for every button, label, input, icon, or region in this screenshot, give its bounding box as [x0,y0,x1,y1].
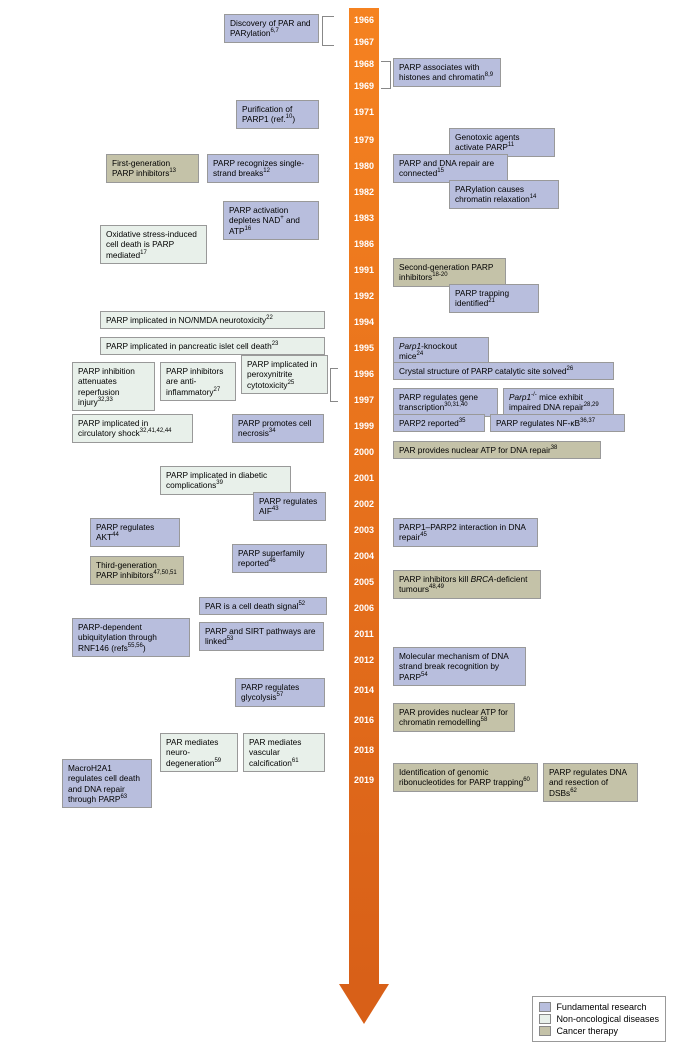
year-1997: 1997 [349,395,379,405]
year-1979: 1979 [349,135,379,145]
year-2014: 2014 [349,685,379,695]
event-box: PARP-dependent ubiquitylation through RN… [72,618,190,657]
event-box: PARP promotes cell necrosis34 [232,414,324,443]
event-box: Oxidative stress-induced cell death is P… [100,225,207,264]
bracket [330,368,338,402]
year-1992: 1992 [349,291,379,301]
year-2002: 2002 [349,499,379,509]
year-1999: 1999 [349,421,379,431]
year-1995: 1995 [349,343,379,353]
event-box: PARP1–PARP2 interaction in DNA repair45 [393,518,538,547]
timeline-container: 1966 1967 1968 1969 1971 1979 1980 1982 1983 1986… [0,0,678,1054]
year-2011: 2011 [349,629,379,639]
legend-label: Non-oncological diseases [556,1014,659,1024]
year-1994: 1994 [349,317,379,327]
year-2004: 2004 [349,551,379,561]
year-1991: 1991 [349,265,379,275]
event-box: PARP inhibition attenuates reperfusion i… [72,362,155,411]
event-box: PARP regulates NF-κB36,37 [490,414,625,432]
event-box: PARP regulates DNA and resection of DSBs… [543,763,638,802]
event-box: PARP regulates gene transcription30,31,4… [393,388,498,417]
year-1971: 1971 [349,107,379,117]
event-box: Parp1-/- mice exhibit impaired DNA repai… [503,388,614,417]
event-box: PARP trapping identified21 [449,284,539,313]
legend-row-nononcological: Non-oncological diseases [539,1014,659,1024]
bracket [381,61,391,89]
event-box: PARP2 reported35 [393,414,485,432]
event-box: PARP implicated in peroxynitrite cytotox… [241,355,328,394]
legend-label: Cancer therapy [556,1026,618,1036]
event-box: PARP recognizes single-strand breaks12 [207,154,319,183]
year-2003: 2003 [349,525,379,535]
event-box: Crystal structure of PARP catalytic site… [393,362,614,380]
event-box: Identification of genomic ribonucleotide… [393,763,538,792]
event-box: Purification of PARP1 (ref.10) [236,100,319,129]
event-box: PAR is a cell death signal52 [199,597,327,615]
event-box: PARP inhibitors are anti-inflammatory27 [160,362,236,401]
event-box: PARP implicated in circulatory shock32,4… [72,414,193,443]
event-box: Discovery of PAR and PARylation6,7 [224,14,319,43]
event-box: PAR provides nuclear ATP for DNA repair3… [393,441,601,459]
event-box: PARP implicated in pancreatic islet cell… [100,337,325,355]
year-1966: 1966 [349,15,379,25]
year-1980: 1980 [349,161,379,171]
year-2005: 2005 [349,577,379,587]
event-box: PARP associates with histones and chroma… [393,58,501,87]
event-box: MacroH2A1 regulates cell death and DNA r… [62,759,152,808]
event-box: PAR provides nuclear ATP for chromatin r… [393,703,515,732]
year-2018: 2018 [349,745,379,755]
year-1986: 1986 [349,239,379,249]
year-2012: 2012 [349,655,379,665]
event-box: PAR mediates vascular calcification61 [243,733,325,772]
event-box: PARP superfamily reported46 [232,544,327,573]
year-1982: 1982 [349,187,379,197]
year-2019: 2019 [349,775,379,785]
year-2016: 2016 [349,715,379,725]
legend: Fundamental research Non-oncological dise… [532,996,666,1042]
event-box: PARP implicated in NO/NMDA neurotoxicity… [100,311,325,329]
event-box: Genotoxic agents activate PARP11 [449,128,555,157]
timeline-arrow-head [339,984,389,1024]
event-box: PARP activation depletes NAD+ and ATP16 [223,201,319,240]
event-box: First-generation PARP inhibitors13 [106,154,199,183]
event-box: PARP inhibitors kill BRCA-deficient tumo… [393,570,541,599]
legend-row-fundamental: Fundamental research [539,1002,659,1012]
event-box: Molecular mechanism of DNA strand break … [393,647,526,686]
legend-label: Fundamental research [556,1002,646,1012]
year-1969: 1969 [349,81,379,91]
year-2001: 2001 [349,473,379,483]
event-box: Third-generation PARP inhibitors47,50,51 [90,556,184,585]
timeline-bar [349,8,379,988]
year-2006: 2006 [349,603,379,613]
event-box: PARylation causes chromatin relaxation14 [449,180,559,209]
year-2000: 2000 [349,447,379,457]
legend-swatch [539,1026,551,1036]
legend-swatch [539,1002,551,1012]
year-1996: 1996 [349,369,379,379]
event-box: PARP regulates AKT44 [90,518,180,547]
legend-swatch [539,1014,551,1024]
bracket [322,16,334,46]
year-1967: 1967 [349,37,379,47]
legend-row-cancer: Cancer therapy [539,1026,659,1036]
year-1968: 1968 [349,59,379,69]
event-box: PARP regulates glycolysis57 [235,678,325,707]
event-box: PARP and SIRT pathways are linked53 [199,622,324,651]
event-box: Second-generation PARP inhibitors18-20 [393,258,506,287]
event-box: PAR mediates neuro-degeneration59 [160,733,238,772]
year-1983: 1983 [349,213,379,223]
event-box: PARP regulates AIF43 [253,492,326,521]
event-box: PARP implicated in diabetic complication… [160,466,291,495]
event-box: PARP and DNA repair are connected15 [393,154,508,183]
